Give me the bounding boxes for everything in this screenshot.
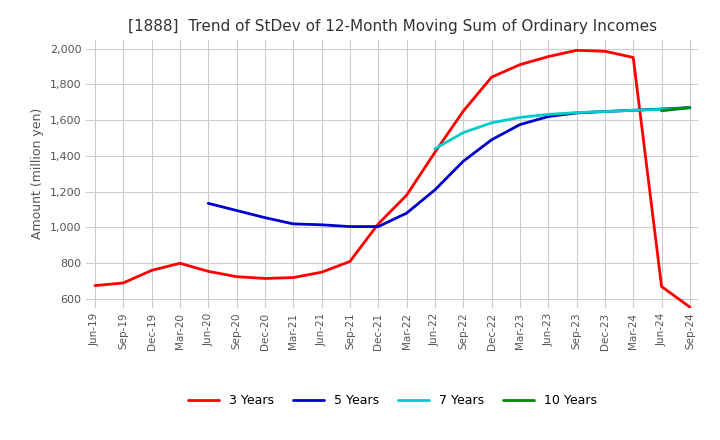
3 Years — [544, 54, 552, 59]
3 Years — [487, 74, 496, 80]
5 Years — [487, 137, 496, 143]
7 Years — [572, 110, 581, 115]
Line: 10 Years: 10 Years — [662, 108, 690, 111]
10 Years — [685, 105, 694, 110]
10 Years — [657, 108, 666, 114]
3 Years — [204, 269, 212, 274]
3 Years — [289, 275, 297, 280]
3 Years — [148, 268, 156, 273]
3 Years — [233, 274, 241, 279]
7 Years — [431, 146, 439, 151]
7 Years — [657, 107, 666, 112]
7 Years — [544, 112, 552, 117]
Line: 7 Years: 7 Years — [435, 108, 690, 149]
5 Years — [431, 187, 439, 193]
3 Years — [346, 259, 354, 264]
Line: 3 Years: 3 Years — [95, 50, 690, 307]
7 Years — [516, 115, 524, 120]
7 Years — [685, 105, 694, 110]
5 Years — [204, 201, 212, 206]
Y-axis label: Amount (million yen): Amount (million yen) — [32, 108, 45, 239]
5 Years — [261, 215, 269, 220]
5 Years — [233, 208, 241, 213]
Line: 5 Years: 5 Years — [208, 108, 690, 227]
5 Years — [516, 122, 524, 127]
3 Years — [657, 284, 666, 289]
3 Years — [685, 304, 694, 310]
5 Years — [657, 106, 666, 112]
5 Years — [318, 222, 326, 227]
3 Years — [600, 48, 609, 54]
3 Years — [459, 109, 467, 114]
5 Years — [346, 224, 354, 229]
3 Years — [402, 193, 411, 198]
Legend: 3 Years, 5 Years, 7 Years, 10 Years: 3 Years, 5 Years, 7 Years, 10 Years — [183, 389, 602, 412]
Title: [1888]  Trend of StDev of 12-Month Moving Sum of Ordinary Incomes: [1888] Trend of StDev of 12-Month Moving… — [128, 19, 657, 34]
5 Years — [685, 105, 694, 110]
5 Years — [600, 109, 609, 114]
3 Years — [318, 270, 326, 275]
3 Years — [176, 260, 184, 266]
3 Years — [431, 150, 439, 155]
5 Years — [289, 221, 297, 227]
3 Years — [261, 276, 269, 281]
5 Years — [374, 224, 382, 229]
5 Years — [572, 110, 581, 116]
5 Years — [629, 108, 637, 113]
3 Years — [629, 55, 637, 60]
5 Years — [544, 114, 552, 119]
7 Years — [487, 120, 496, 125]
5 Years — [402, 210, 411, 216]
3 Years — [119, 280, 127, 286]
3 Years — [374, 221, 382, 227]
7 Years — [459, 130, 467, 135]
3 Years — [572, 48, 581, 53]
7 Years — [629, 108, 637, 113]
3 Years — [91, 283, 99, 288]
5 Years — [459, 159, 467, 164]
3 Years — [516, 62, 524, 67]
7 Years — [600, 109, 609, 114]
